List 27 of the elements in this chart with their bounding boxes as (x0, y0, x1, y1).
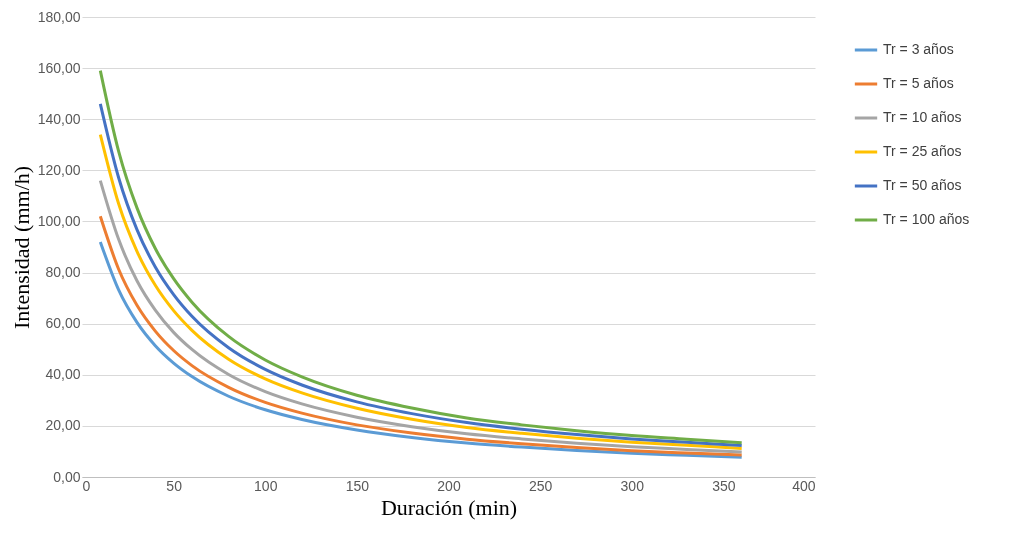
y-tick-label: 0,00 (53, 468, 81, 485)
y-tick-label: 140,00 (37, 110, 81, 127)
y-tick-label: 40,00 (45, 366, 81, 383)
y-tick-label: 60,00 (45, 315, 81, 332)
legend-label: Tr = 5 años (883, 75, 954, 91)
legend-label: Tr = 100 años (883, 211, 970, 227)
y-tick-label: 180,00 (37, 8, 81, 25)
x-axis-title: Duración (min) (380, 494, 518, 520)
x-tick-label: 50 (166, 477, 183, 494)
x-tick-label: 150 (345, 477, 370, 494)
x-tick-label: 400 (792, 477, 816, 494)
legend-label: Tr = 25 años (883, 143, 962, 159)
y-tick-label: 100,00 (37, 212, 81, 229)
y-tick-label: 20,00 (45, 417, 81, 434)
legend-label: Tr = 50 años (883, 177, 962, 193)
x-tick-label: 100 (254, 477, 278, 494)
y-tick-label: 120,00 (37, 161, 81, 178)
x-tick-label: 0 (82, 477, 91, 494)
x-tick-label: 250 (528, 477, 553, 494)
x-tick-label: 200 (437, 477, 461, 494)
y-tick-label: 160,00 (37, 59, 81, 76)
legend-label: Tr = 3 años (883, 41, 954, 57)
x-tick-label: 300 (620, 477, 645, 494)
legend-label: Tr = 10 años (883, 109, 962, 125)
x-tick-label: 350 (712, 477, 736, 494)
y-axis-title: Intensidad (mm/h) (8, 165, 34, 330)
y-tick-label: 80,00 (45, 264, 81, 281)
